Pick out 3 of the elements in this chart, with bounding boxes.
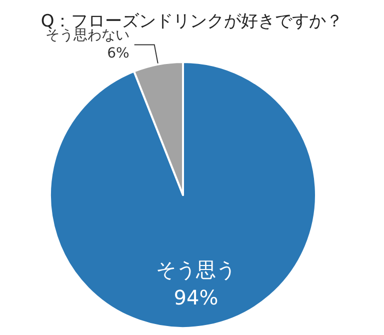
data-label: 6% [107, 46, 130, 62]
data-label: 94% [174, 285, 218, 310]
slice-label: そう思う [156, 257, 236, 282]
